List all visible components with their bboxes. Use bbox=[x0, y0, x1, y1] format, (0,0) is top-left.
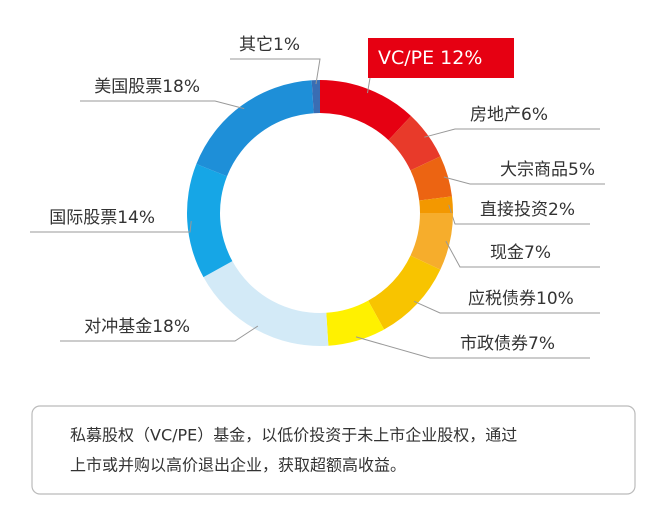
highlight-box bbox=[368, 38, 514, 78]
segment-label: 国际股票14% bbox=[49, 208, 155, 228]
donut-segment bbox=[187, 164, 233, 278]
segment-label: 美国股票18% bbox=[94, 77, 200, 97]
category-name: 现金 bbox=[490, 243, 524, 263]
value-label: 18% bbox=[152, 317, 190, 337]
segment-label: 大宗商品5% bbox=[500, 160, 595, 180]
category-name: 市政债券 bbox=[460, 334, 528, 354]
value-label: 12% bbox=[440, 47, 482, 69]
note-line: 上市或并购以高价退出企业，获取超额高收益。 bbox=[70, 456, 406, 475]
value-label: 18% bbox=[162, 77, 200, 97]
value-label: 7% bbox=[528, 334, 555, 354]
segment-label: VC/PE 12% bbox=[378, 47, 482, 69]
leader-line bbox=[424, 128, 600, 138]
donut-segment bbox=[368, 255, 441, 330]
leader-line bbox=[30, 221, 192, 233]
category-name: 国际股票 bbox=[49, 208, 117, 228]
segment-label: 对冲基金18% bbox=[84, 317, 190, 337]
category-name: 应税债券 bbox=[468, 289, 536, 309]
segment-label: 直接投资2% bbox=[480, 200, 575, 220]
category-name: 房地产 bbox=[470, 105, 521, 125]
segment-label: 应税债券10% bbox=[468, 289, 574, 309]
donut-segment bbox=[410, 213, 453, 270]
leader-line bbox=[413, 300, 600, 314]
segment-label: 其它1% bbox=[239, 35, 300, 55]
category-name: 直接投资 bbox=[480, 200, 548, 220]
value-label: 14% bbox=[117, 208, 155, 228]
value-label: 6% bbox=[521, 105, 548, 125]
note-box bbox=[31, 405, 636, 495]
leader-line bbox=[445, 240, 600, 268]
donut-segment bbox=[410, 156, 452, 201]
segment-label: 房地产6% bbox=[470, 105, 548, 125]
donut-segment bbox=[203, 261, 329, 346]
donut-segment bbox=[311, 80, 320, 114]
segment-label: 现金7% bbox=[490, 243, 551, 263]
note-line: 私募股权（VC/PE）基金，以低价投资于未上市企业股权，通过 bbox=[70, 426, 517, 445]
category-name: VC/PE bbox=[378, 47, 434, 69]
leader-line bbox=[60, 325, 259, 342]
donut-segment bbox=[388, 116, 441, 171]
category-name: 大宗商品 bbox=[500, 160, 568, 180]
value-label: 7% bbox=[524, 243, 551, 263]
leader-line bbox=[366, 77, 371, 94]
category-name: 其它 bbox=[239, 35, 273, 55]
donut-segment bbox=[326, 300, 385, 346]
value-label: 5% bbox=[568, 160, 595, 180]
category-name: 对冲基金 bbox=[84, 317, 152, 337]
leader-line bbox=[355, 336, 590, 359]
leader-line bbox=[230, 58, 321, 85]
value-label: 1% bbox=[273, 35, 300, 55]
leader-line bbox=[448, 204, 590, 225]
value-label: 2% bbox=[548, 200, 575, 220]
leader-line bbox=[80, 100, 245, 110]
leader-line bbox=[443, 176, 605, 185]
segment-label: 市政债券7% bbox=[460, 334, 555, 354]
value-label: 10% bbox=[536, 289, 574, 309]
donut-segment bbox=[419, 196, 453, 213]
donut-segment bbox=[320, 80, 412, 141]
donut-segment bbox=[196, 80, 314, 177]
category-name: 美国股票 bbox=[94, 77, 162, 97]
